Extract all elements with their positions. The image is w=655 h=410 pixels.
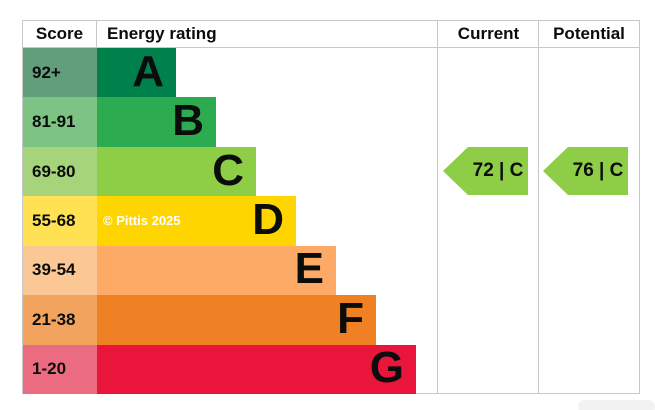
score-range-g: 1-20 (23, 344, 97, 394)
rating-letter-c: C (212, 145, 244, 195)
potential-rating-arrow: 76 | C (543, 147, 628, 195)
score-range-f: 21-38 (23, 295, 97, 345)
band-row-a: 92+ A (23, 46, 639, 98)
rating-letter-g: G (369, 343, 404, 393)
band-row-f: 21-38 F (23, 293, 639, 345)
score-range-d: 55-68 (23, 196, 97, 246)
bottom-right-artifact (578, 400, 655, 410)
potential-arrow-shape (543, 147, 628, 195)
rating-bar-f: F (97, 293, 376, 345)
potential-rating-label: 76 | C (572, 160, 624, 181)
band-rows: 92+ A 81-91 B 69-80 C 55-68 D 39-54 E 21-38 F 1-20 G (23, 48, 639, 394)
header-current: Current (457, 24, 520, 43)
column-divider-potential (538, 20, 539, 394)
column-divider-current (437, 20, 438, 394)
rating-bar-d: D (97, 194, 296, 246)
current-arrow-shape (443, 147, 528, 195)
score-range-a: 92+ (23, 48, 97, 98)
band-row-g: 1-20 G (23, 343, 639, 394)
rating-bar-a: A (97, 46, 176, 98)
header-score: Score (23, 21, 97, 47)
copyright-watermark: © Pittis 2025 (103, 213, 181, 228)
rating-bar-b: B (97, 96, 216, 147)
rating-letter-a: A (132, 46, 164, 96)
rating-letter-e: E (294, 244, 324, 294)
score-range-b: 81-91 (23, 97, 97, 147)
rating-letter-f: F (337, 293, 364, 343)
epc-table: Score Energy rating Current Potential 92… (22, 20, 640, 394)
current-rating-label: 72 | C (472, 160, 524, 181)
band-row-d: 55-68 D (23, 194, 639, 246)
score-range-e: 39-54 (23, 245, 97, 296)
band-row-c: 69-80 C (23, 145, 639, 197)
rating-letter-b: B (172, 96, 204, 146)
band-row-e: 39-54 E (23, 244, 639, 296)
rating-bar-e: E (97, 244, 336, 296)
header-energy-rating: Energy rating (107, 24, 217, 43)
rating-letter-d: D (252, 194, 284, 244)
header-potential: Potential (553, 24, 625, 43)
rating-bar-g: G (97, 343, 416, 394)
score-range-c: 69-80 (23, 146, 97, 197)
band-row-b: 81-91 B (23, 96, 639, 147)
table-header: Score Energy rating Current Potential (23, 21, 639, 48)
rating-bar-c: C (97, 145, 256, 197)
current-rating-arrow: 72 | C (443, 147, 528, 195)
